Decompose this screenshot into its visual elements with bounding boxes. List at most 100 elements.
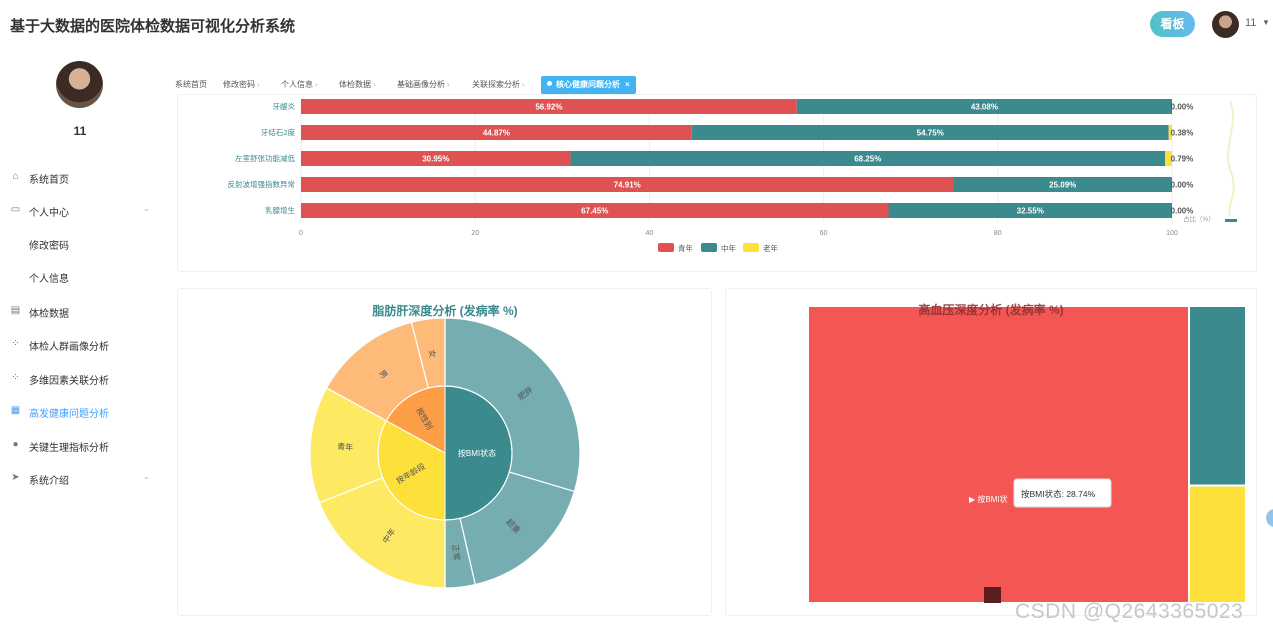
- tab-label: 系统首页: [175, 80, 207, 89]
- sidebar-item-7[interactable]: ▦ 高发健康问题分析: [0, 399, 160, 425]
- chevron-down-icon: ⌄: [143, 472, 150, 481]
- treemap-node[interactable]: [1187, 305, 1247, 487]
- caret-down-icon[interactable]: ▼: [1262, 18, 1270, 27]
- sunburst-card: 脂肪肝深度分析 (发病率 %) 按BMI状态 按年龄段 按性别 肥胖 超重 正常 中年 青年男女: [177, 288, 712, 616]
- sunburst-outer-slice[interactable]: [444, 317, 581, 493]
- bar-data-label: 68.25%: [854, 155, 881, 164]
- treemap-node[interactable]: [807, 305, 1190, 604]
- sidebar-item-1[interactable]: ▭ 个人中心 ⌄: [0, 198, 160, 224]
- sidebar-item-3[interactable]: 个人信息: [0, 264, 160, 290]
- bar-segment[interactable]: [301, 125, 692, 140]
- bar-data-label: 0.00%: [1171, 207, 1194, 216]
- bar-data-label: 74.91%: [614, 181, 641, 190]
- sidebar-item-0[interactable]: ⌂ 系统首页: [0, 165, 160, 191]
- sidebar-item-4[interactable]: ▤ 体检数据: [0, 299, 160, 325]
- bar-segment[interactable]: [301, 203, 889, 218]
- header-username[interactable]: 11: [1245, 17, 1257, 29]
- top-header: 基于大数据的医院体检数据可视化分析系统 看板 11 ▼: [0, 0, 1273, 50]
- sidebar-item-8[interactable]: ● 关键生理指标分析: [0, 433, 160, 459]
- sidebar-item-label: 系统介绍: [29, 476, 69, 487]
- sidebar-item-9[interactable]: ➤ 系统介绍 ⌄: [0, 466, 160, 492]
- category-label: 反射波增强指数异常: [228, 179, 296, 189]
- bar-data-label: 30.95%: [422, 155, 449, 164]
- header-avatar[interactable]: [1212, 11, 1239, 38]
- category-label: 牙结石2度: [261, 127, 296, 137]
- tab-3[interactable]: 体检数据 ›: [339, 76, 376, 94]
- sidebar-item-label: 个人信息: [29, 274, 69, 285]
- dashboard-button[interactable]: 看板: [1150, 11, 1195, 37]
- tab-label: 个人信息: [281, 80, 313, 89]
- sidebar-item-label: 修改密码: [29, 241, 69, 252]
- bar-segment[interactable]: [301, 151, 571, 166]
- sidebar-username: 11: [73, 124, 87, 138]
- treemap-node[interactable]: [1187, 484, 1247, 604]
- bar-data-label: 0.79%: [1171, 155, 1194, 164]
- tab-2[interactable]: 个人信息 ›: [281, 76, 318, 94]
- tab-6[interactable]: 核心健康问题分析 ×: [541, 76, 636, 94]
- tab-label: 修改密码: [223, 80, 255, 89]
- bar-data-label: 25.09%: [1049, 181, 1076, 190]
- sunburst-outer-slice[interactable]: [318, 476, 446, 589]
- bar-segment[interactable]: [570, 151, 1166, 166]
- bar-segment[interactable]: [301, 99, 797, 114]
- bar-data-label: 0.38%: [1171, 129, 1194, 138]
- sidebar-item-2[interactable]: 修改密码: [0, 231, 160, 257]
- tab-label: 体检数据: [339, 80, 371, 89]
- sidebar-item-label: 系统首页: [29, 175, 69, 186]
- sidebar-item-6[interactable]: ⁘ 多维因素关联分析: [0, 366, 160, 392]
- tab-label: 关联探索分析: [472, 80, 520, 89]
- legend-swatch[interactable]: [658, 243, 674, 252]
- bar-data-label: 56.92%: [535, 103, 562, 112]
- category-label: 牙龈炎: [273, 101, 296, 111]
- sunburst-outer-label: 男: [377, 368, 389, 380]
- send-icon: ➤: [11, 472, 20, 483]
- treemap-small-node[interactable]: [984, 587, 1001, 603]
- chart-title: 高血压深度分析 (发病率 %): [918, 302, 1063, 317]
- bar-data-label: 54.75%: [917, 129, 944, 138]
- bar-segment[interactable]: [953, 177, 1172, 192]
- bar-data-label: 43.08%: [971, 103, 998, 112]
- tab-5[interactable]: 关联探索分析 ›: [472, 76, 525, 94]
- sidebar-item-5[interactable]: ⁘ 体检人群画像分析: [0, 332, 160, 358]
- bar-segment[interactable]: [1165, 151, 1172, 166]
- chart-icon: ▦: [10, 405, 21, 416]
- treemap-chart: 高血压深度分析 (发病率 %) ▶ 按BMI状 按BMI状态: 28.74%: [807, 302, 1247, 604]
- bar-segment[interactable]: [796, 99, 1172, 114]
- sidebar-avatar: [56, 61, 103, 108]
- sunburst-outer-label: 正常: [450, 544, 461, 561]
- pin-icon: ●: [12, 439, 19, 450]
- bar-data-label: 0.00%: [1171, 103, 1194, 112]
- chart-title: 脂肪肝深度分析 (发病率 %): [371, 303, 517, 318]
- sidebar-item-label: 多维因素关联分析: [29, 376, 109, 387]
- bar-data-label: 32.55%: [1017, 207, 1044, 216]
- legend-label: 老年: [763, 243, 778, 253]
- tab-arrow-icon: ›: [373, 80, 376, 89]
- tab-arrow-icon: ›: [522, 80, 525, 89]
- mini-bar: [1225, 219, 1237, 222]
- treemap-node-label: ▶ 按BMI状: [969, 494, 1008, 504]
- tab-0[interactable]: 系统首页: [175, 76, 209, 94]
- bar-segment[interactable]: [301, 177, 954, 192]
- grid-icon: ⁘: [11, 338, 20, 349]
- legend-swatch[interactable]: [743, 243, 759, 252]
- bar-segment[interactable]: [691, 125, 1169, 140]
- profile-icon: ▭: [10, 204, 21, 215]
- tab-1[interactable]: 修改密码 ›: [223, 76, 260, 94]
- x-tick-label: 40: [646, 230, 654, 237]
- x-tick-label: 80: [994, 230, 1002, 237]
- mini-curve: [1227, 100, 1235, 216]
- legend-label: 青年: [678, 243, 693, 253]
- sidebar-item-label: 体检人群画像分析: [29, 342, 109, 353]
- sunburst-outer-slice[interactable]: [410, 317, 446, 389]
- close-icon[interactable]: ×: [625, 80, 630, 89]
- x-tick-label: 100: [1166, 230, 1178, 237]
- tab-label: 核心健康问题分析: [556, 80, 620, 89]
- tab-4[interactable]: 基础画像分析 ›: [397, 76, 450, 94]
- bar-segment[interactable]: [888, 203, 1172, 218]
- legend-swatch[interactable]: [701, 243, 717, 252]
- float-action-icon[interactable]: [1266, 509, 1273, 527]
- sidebar-item-label: 体检数据: [29, 309, 69, 320]
- bar-segment[interactable]: [1168, 125, 1172, 140]
- category-label: 左室舒张功能减低: [235, 153, 295, 163]
